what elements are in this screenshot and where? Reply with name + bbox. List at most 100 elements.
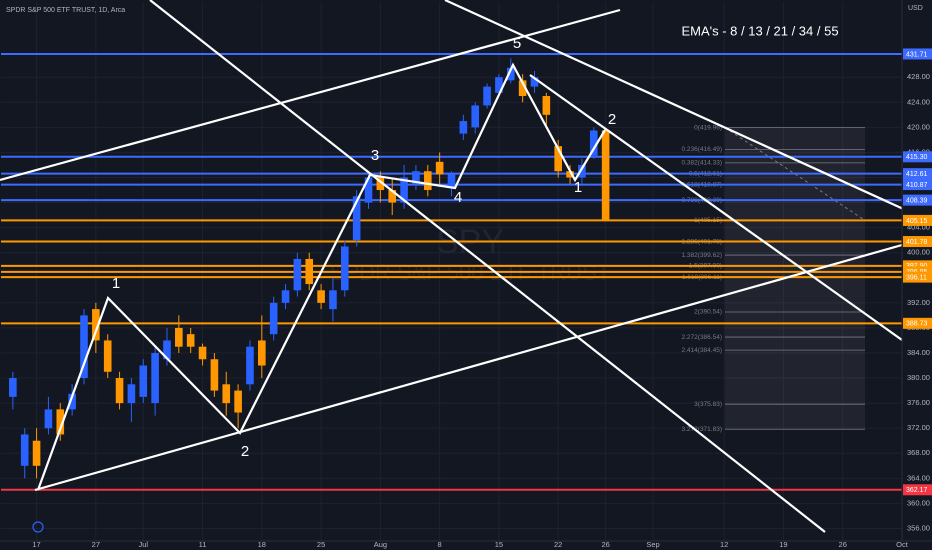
price-level-label: 415.30 bbox=[906, 154, 928, 161]
price-level-label: 408.39 bbox=[906, 197, 928, 204]
fib-label: 1.382(399.62) bbox=[682, 252, 722, 259]
trend-line bbox=[149, 0, 826, 533]
candle-body bbox=[32, 440, 41, 466]
dividend-icon bbox=[32, 521, 44, 533]
candle-body bbox=[589, 130, 598, 156]
price-level-tag bbox=[903, 151, 932, 163]
candle-body bbox=[163, 340, 171, 360]
candle-body bbox=[400, 177, 408, 203]
candle-body bbox=[364, 177, 373, 203]
candle-body bbox=[554, 146, 562, 172]
candle-body bbox=[293, 258, 302, 291]
fib-label: 0(419.96) bbox=[694, 124, 722, 131]
y-tick-label: 380.00 bbox=[907, 373, 930, 382]
candle-body bbox=[459, 121, 468, 134]
currency: USD bbox=[908, 5, 923, 12]
price-level-tag bbox=[903, 260, 932, 272]
fib-label: 3.272(371.83) bbox=[682, 426, 722, 433]
x-tick-label: 18 bbox=[258, 540, 266, 549]
trend-line bbox=[444, 0, 932, 224]
price-level-tag bbox=[903, 179, 932, 191]
annotation: EMA's - 8 / 13 / 21 / 34 / 55 bbox=[681, 23, 838, 38]
candle-body bbox=[246, 346, 254, 385]
candle-body bbox=[341, 246, 349, 291]
candle-body bbox=[281, 290, 290, 303]
candle-body bbox=[68, 393, 76, 410]
candle-body bbox=[210, 359, 219, 391]
price-level-label: 362.17 bbox=[906, 487, 928, 494]
candle-body bbox=[198, 346, 207, 360]
y-tick-label: 356.00 bbox=[907, 523, 930, 532]
wave-label: 1 bbox=[574, 179, 582, 196]
trend-line bbox=[529, 74, 903, 341]
candle-body bbox=[483, 86, 491, 106]
candle-body bbox=[566, 171, 574, 178]
price-level-label: 410.87 bbox=[906, 182, 928, 189]
trend-line bbox=[34, 243, 903, 492]
price-level-label: 405.15 bbox=[906, 218, 928, 225]
x-tick-label: 26 bbox=[839, 540, 847, 549]
price-level-tag bbox=[903, 317, 932, 329]
price-level-tag bbox=[903, 168, 932, 180]
wave-labels: 1 2 3 4 5 1 2 bbox=[112, 35, 616, 460]
fib-label: 0.236(416.49) bbox=[682, 146, 722, 153]
x-tick-label: 19 bbox=[779, 540, 787, 549]
price-level-tag bbox=[903, 48, 932, 60]
x-tick-label: 12 bbox=[720, 540, 728, 549]
wave-path bbox=[36, 62, 606, 491]
y-tick-label: 376.00 bbox=[907, 398, 930, 407]
candle-body bbox=[56, 409, 65, 435]
x-tick-label: 11 bbox=[199, 540, 207, 549]
price-level-tag bbox=[903, 271, 932, 283]
x-tick-label: 17 bbox=[32, 540, 40, 549]
x-tick-label: 25 bbox=[317, 540, 325, 549]
candle-body bbox=[376, 177, 385, 191]
x-tick-label: 26 bbox=[601, 540, 609, 549]
wave-label: 3 bbox=[371, 147, 379, 164]
candle-body bbox=[471, 105, 480, 128]
y-tick-label: 364.00 bbox=[907, 473, 930, 482]
wave-label: 2 bbox=[608, 111, 616, 128]
price-level-tag bbox=[903, 194, 932, 206]
candle-body bbox=[352, 196, 361, 241]
candle-body bbox=[506, 67, 515, 81]
candle-body bbox=[92, 309, 100, 341]
y-tick-label: 392.00 bbox=[907, 298, 930, 307]
candle-body bbox=[435, 161, 444, 175]
x-tick-label: 8 bbox=[438, 540, 442, 549]
candle-body bbox=[423, 171, 432, 191]
candle-body bbox=[175, 327, 183, 347]
price-level-label: 431.71 bbox=[906, 51, 928, 58]
candle-body bbox=[542, 96, 551, 115]
candle-body bbox=[530, 77, 539, 87]
y-tick-label: 404.00 bbox=[907, 223, 930, 232]
y-tick-label: 428.00 bbox=[907, 72, 930, 81]
price-level-label: 412.61 bbox=[906, 171, 928, 178]
fib-label: 2(390.54) bbox=[694, 309, 722, 316]
wave-label: 1 bbox=[112, 275, 120, 292]
y-tick-label: 372.00 bbox=[907, 423, 930, 432]
x-tick-label: 15 bbox=[495, 540, 503, 549]
candle-body bbox=[518, 80, 527, 97]
candle-body bbox=[601, 130, 610, 220]
candle-body bbox=[447, 174, 456, 187]
x-tick-label: Oct bbox=[896, 540, 909, 549]
candle-body bbox=[9, 378, 17, 397]
fib-label: 2.272(386.54) bbox=[682, 334, 722, 341]
fib-box bbox=[725, 127, 865, 430]
x-tick-label: Sep bbox=[646, 540, 659, 549]
candle-body bbox=[317, 290, 325, 303]
price-level-label: 401.78 bbox=[906, 239, 928, 246]
candle-body bbox=[269, 302, 278, 335]
candle-body bbox=[329, 290, 337, 310]
candle-body bbox=[80, 315, 88, 379]
price-level-label: 396.11 bbox=[906, 274, 927, 281]
axes: 356.00360.00364.00368.00372.00376.00380.… bbox=[32, 48, 932, 549]
price-level-tag bbox=[903, 236, 932, 248]
y-tick-label: 368.00 bbox=[907, 448, 930, 457]
fib-label: 2.414(384.45) bbox=[682, 347, 722, 354]
y-tick-label: 420.00 bbox=[907, 122, 930, 131]
y-tick-label: 360.00 bbox=[907, 498, 930, 507]
